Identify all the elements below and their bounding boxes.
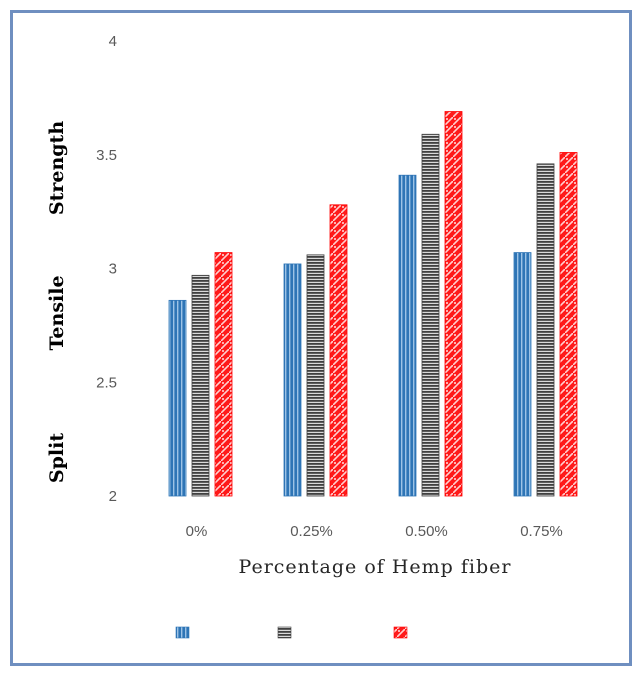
y-axis-title-word-2: Tensile bbox=[46, 275, 68, 350]
x-category-label: 0.50% bbox=[405, 523, 448, 540]
x-category-label: 0.75% bbox=[520, 523, 563, 540]
legend bbox=[175, 626, 408, 639]
chart-frame: 2 2.5 3 3.5 4 0% 0.25% 0.50% 0.75% Percentage o… bbox=[10, 10, 632, 666]
bar-series-1-0.50% bbox=[398, 174, 417, 497]
y-axis-title-word-3: Strength bbox=[46, 121, 68, 215]
bar-series-2-0.75% bbox=[536, 163, 555, 497]
bar-series-3-0.75% bbox=[559, 152, 578, 497]
y-axis-ticks: 2 2.5 3 3.5 4 bbox=[96, 33, 117, 505]
legend-swatch-series-3 bbox=[393, 626, 408, 639]
bar-series-3-0% bbox=[214, 252, 233, 497]
bar-series-2-0% bbox=[191, 274, 210, 497]
bar-series-1-0.25% bbox=[283, 263, 302, 497]
bar-series-3-0.25% bbox=[329, 204, 348, 497]
x-axis-title: Percentage of Hemp fiber bbox=[239, 556, 512, 578]
y-tick-label: 3 bbox=[109, 261, 117, 278]
legend-swatch-series-2 bbox=[277, 626, 292, 639]
y-tick-label: 3.5 bbox=[96, 147, 117, 164]
y-tick-label: 2.5 bbox=[96, 374, 117, 391]
bar-series-1-0% bbox=[168, 299, 187, 497]
x-category-label: 0% bbox=[186, 523, 208, 540]
x-category-label: 0.25% bbox=[290, 523, 333, 540]
y-tick-label: 2 bbox=[109, 488, 117, 505]
y-tick-label: 4 bbox=[109, 33, 117, 50]
bar-series-2-0.50% bbox=[421, 133, 440, 497]
bar-series-3-0.50% bbox=[444, 111, 463, 497]
bar-chart: 2 2.5 3 3.5 4 0% 0.25% 0.50% 0.75% Percentage o… bbox=[46, 33, 578, 639]
legend-swatch-series-1 bbox=[175, 626, 190, 639]
bar-series-1-0.75% bbox=[513, 252, 532, 497]
x-axis-categories: 0% 0.25% 0.50% 0.75% bbox=[186, 523, 563, 540]
bars bbox=[168, 111, 578, 497]
y-axis-title: Split Tensile Strength bbox=[46, 121, 68, 483]
y-axis-title-word-1: Split bbox=[46, 433, 68, 483]
bar-series-2-0.25% bbox=[306, 254, 325, 497]
